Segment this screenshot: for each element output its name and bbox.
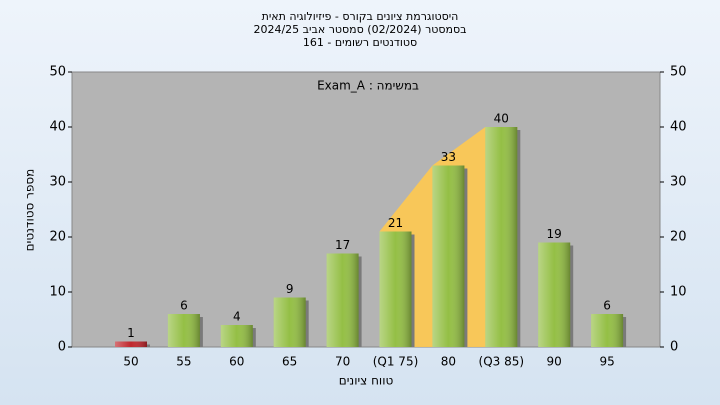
y-tick-label: 20	[49, 230, 66, 245]
y-axis-label: מספר סטודנטים	[23, 169, 37, 252]
x-tick-label: (Q3 85)	[479, 355, 525, 369]
y2-tick-label: 0	[670, 340, 678, 355]
y2-tick-label: 20	[670, 230, 687, 245]
x-tick-label: 80	[441, 355, 456, 369]
bar-shine	[220, 325, 253, 347]
value-label: 1	[127, 326, 135, 340]
bar-shine	[432, 165, 465, 347]
value-label: 19	[547, 227, 562, 241]
y2-tick-label: 30	[670, 175, 687, 190]
y-tick-label: 30	[49, 175, 66, 190]
x-axis-label: טווח ציונים	[339, 374, 394, 388]
bar-shine	[273, 297, 306, 347]
bar-shine	[167, 314, 200, 347]
x-tick-label: 55	[176, 355, 191, 369]
value-label: 17	[335, 238, 350, 252]
value-label: 21	[388, 216, 403, 230]
value-label: 6	[180, 299, 188, 313]
bar-shine	[538, 242, 571, 347]
x-tick-label: 50	[123, 355, 138, 369]
x-tick-label: 90	[547, 355, 562, 369]
value-label: 6	[603, 299, 611, 313]
y-tick-label: 50	[49, 65, 66, 80]
x-tick-label: 70	[335, 355, 350, 369]
value-label: 4	[233, 310, 241, 324]
y-tick-label: 0	[58, 340, 66, 355]
x-tick-label: 65	[282, 355, 297, 369]
y2-tick-label: 10	[670, 285, 687, 300]
y-tick-label: 40	[49, 120, 66, 135]
chart-subtitle: סטודנטים רשומים - 161	[303, 36, 417, 49]
value-label: 40	[494, 112, 509, 126]
bar-shine	[379, 231, 412, 347]
annotation: במשימה : Exam_A	[317, 79, 419, 93]
y2-tick-label: 50	[670, 65, 687, 80]
bar-shine	[591, 314, 624, 347]
value-label: 9	[286, 282, 294, 296]
chart-subtitle: בסמסטר (02/2024) סמסטר אביב 2024/25	[253, 23, 466, 36]
chart-title: היסטוגרמת ציונים בקורס - פיזיולוגיה תאית	[262, 10, 459, 23]
bar-shine	[485, 127, 518, 347]
y-tick-label: 10	[49, 285, 66, 300]
x-tick-label: (Q1 75)	[373, 355, 419, 369]
y2-tick-label: 40	[670, 120, 687, 135]
x-tick-label: 95	[599, 355, 614, 369]
bar-shine	[115, 341, 147, 347]
value-label: 33	[441, 150, 456, 164]
bar-shine	[326, 253, 359, 347]
x-tick-label: 60	[229, 355, 244, 369]
